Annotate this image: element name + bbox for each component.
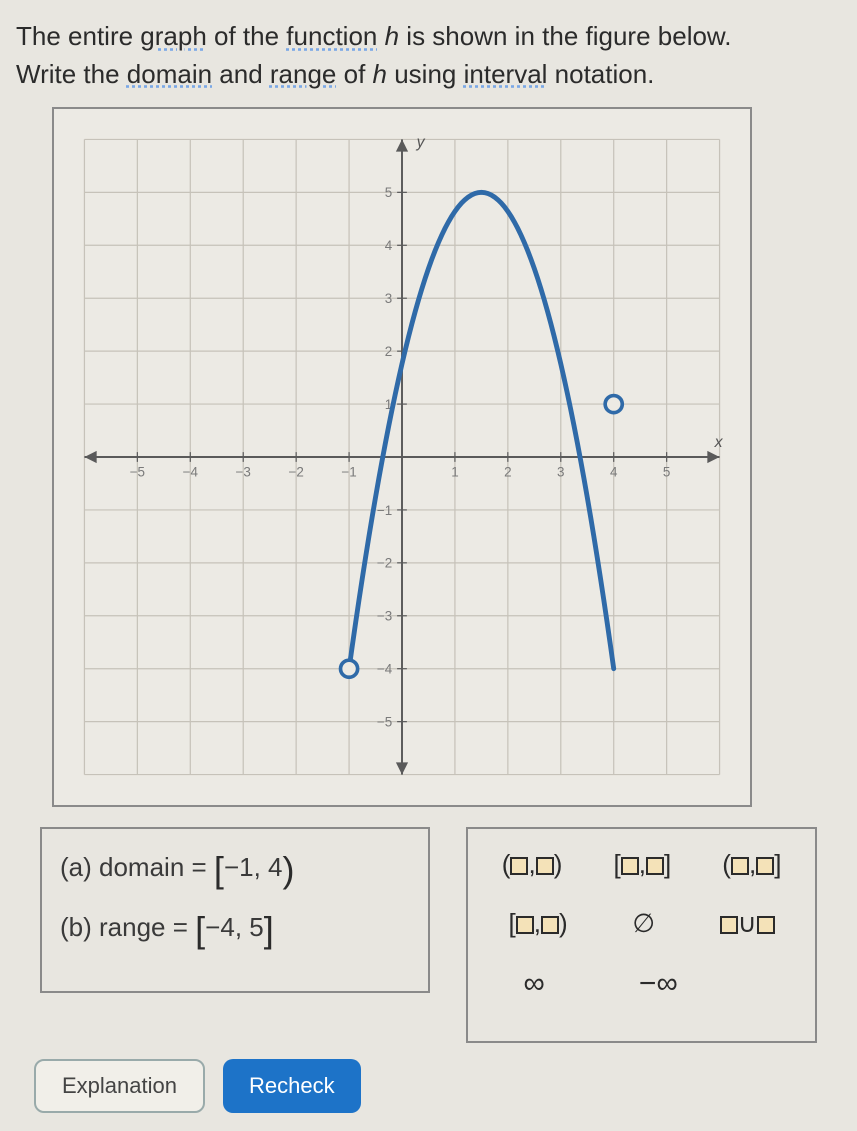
value: −1 [224,852,254,882]
value: −4 [205,912,235,942]
svg-text:x: x [714,435,724,452]
graph-panel: −5−4−3−2−112345−5−4−3−2−112345yx [52,107,752,807]
link-graph[interactable]: graph [140,21,207,51]
bracket: ) [283,849,295,890]
label-b: (b) range = [60,912,188,942]
svg-text:2: 2 [385,344,392,359]
bracket: ] [264,909,274,950]
text: and [212,59,270,89]
text: is shown in the figure below. [399,21,731,51]
text: notation. [547,59,654,89]
svg-text:4: 4 [610,465,618,480]
link-range[interactable]: range [270,59,337,89]
svg-text:4: 4 [385,239,393,254]
label-a: (a) domain = [60,852,207,882]
svg-text:−2: −2 [288,465,303,480]
svg-text:−3: −3 [236,465,251,480]
variable-h: h [373,59,387,89]
link-function[interactable]: function [286,21,377,51]
svg-text:5: 5 [663,465,670,480]
svg-text:−5: −5 [377,715,392,730]
value: 4 [268,852,282,882]
comma: , [235,912,249,942]
palette-infinity[interactable]: ∞ [517,963,550,1005]
text: Write the [16,59,127,89]
function-graph: −5−4−3−2−112345−5−4−3−2−112345yx [60,115,744,799]
svg-text:−1: −1 [341,465,356,480]
bracket: [ [195,909,205,950]
text: of [336,59,372,89]
answer-domain: (a) domain = [−1, 4) [60,849,410,891]
comma: , [254,852,268,882]
link-interval[interactable]: interval [464,59,548,89]
text: of the [207,21,287,51]
palette-union[interactable]: ∪ [714,904,781,943]
recheck-button[interactable]: Recheck [223,1059,361,1113]
problem-prompt: The entire graph of the function h is sh… [16,18,841,93]
svg-text:−4: −4 [377,662,393,677]
text: The entire [16,21,140,51]
variable-h: h [385,21,399,51]
svg-text:1: 1 [451,465,458,480]
link-domain[interactable]: domain [127,59,212,89]
palette-closed-closed[interactable]: [,] [607,845,677,884]
explanation-button[interactable]: Explanation [34,1059,205,1113]
palette-open-closed[interactable]: (,] [716,845,787,884]
palette-empty-set[interactable]: ∅ [626,904,661,943]
svg-text:2: 2 [504,465,511,480]
palette-open-open[interactable]: (,) [496,845,569,884]
answer-box: (a) domain = [−1, 4) (b) range = [−4, 5] [40,827,430,993]
bracket: [ [214,849,224,890]
palette-closed-open[interactable]: [,) [503,904,574,943]
answer-range: (b) range = [−4, 5] [60,909,410,951]
svg-text:−2: −2 [377,556,392,571]
svg-text:−5: −5 [130,465,145,480]
svg-text:−3: −3 [377,609,392,624]
value: 5 [249,912,263,942]
svg-text:−1: −1 [377,503,392,518]
text: using [387,59,464,89]
symbol-palette: (,) [,] (,] [,) ∅ ∪ ∞ −∞ [466,827,817,1043]
svg-text:−4: −4 [183,465,199,480]
palette-neg-infinity[interactable]: −∞ [633,963,684,1005]
svg-text:5: 5 [385,186,392,201]
svg-text:3: 3 [557,465,564,480]
svg-text:y: y [416,134,426,151]
svg-text:3: 3 [385,291,392,306]
